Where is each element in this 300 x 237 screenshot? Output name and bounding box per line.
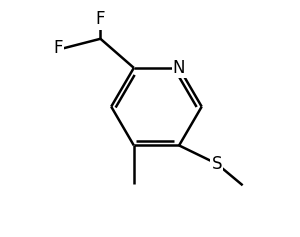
Text: S: S xyxy=(212,155,222,173)
Text: F: F xyxy=(53,40,63,58)
Text: F: F xyxy=(96,10,105,28)
Text: N: N xyxy=(173,59,185,77)
